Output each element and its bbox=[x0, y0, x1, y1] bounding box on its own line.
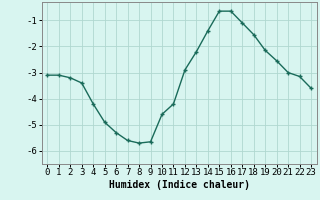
X-axis label: Humidex (Indice chaleur): Humidex (Indice chaleur) bbox=[109, 180, 250, 190]
